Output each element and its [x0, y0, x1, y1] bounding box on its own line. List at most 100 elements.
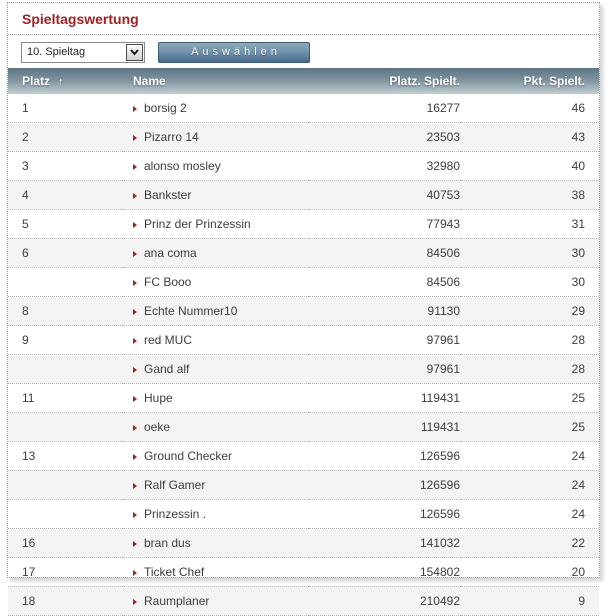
table-row: 13 Ground Checker 126596 24 — [8, 441, 599, 471]
title-separator — [8, 34, 599, 35]
team-name-cell[interactable]: Ground Checker — [123, 441, 309, 471]
team-name-cell[interactable]: Echte Nummer10 — [123, 296, 309, 326]
rank-cell: 18 — [8, 586, 123, 616]
pkt-spielt-cell: 30 — [461, 238, 599, 268]
rank-cell: 16 — [8, 528, 123, 558]
table-row: oeke 119431 25 — [8, 412, 599, 442]
auswaehlen-button[interactable]: Auswählen — [158, 41, 310, 63]
rank-cell: 6 — [8, 238, 123, 268]
table-row: Ralf Gamer 126596 24 — [8, 470, 599, 500]
pkt-spielt-cell: 24 — [461, 441, 599, 471]
bullet-arrow-icon — [133, 106, 137, 112]
table-row: 6 ana coma 84506 30 — [8, 238, 599, 268]
table-row: 1 borsig 2 16277 46 — [8, 94, 599, 123]
table-header: Platz ↑ Name Platz. Spielt. Pkt. Spielt. — [8, 68, 599, 94]
team-name-cell[interactable]: borsig 2 — [123, 94, 309, 123]
platz-spielt-cell: 32980 — [309, 151, 461, 181]
bullet-arrow-icon — [133, 396, 137, 402]
bullet-arrow-icon — [133, 222, 137, 228]
team-name-cell[interactable]: Ticket Chef — [123, 557, 309, 587]
rank-cell: 9 — [8, 325, 123, 355]
platz-spielt-cell: 126596 — [309, 499, 461, 529]
platz-spielt-cell: 126596 — [309, 441, 461, 471]
team-name-cell[interactable]: alonso mosley — [123, 151, 309, 181]
team-name: Prinz der Prinzessin — [144, 217, 251, 231]
bullet-arrow-icon — [133, 309, 137, 315]
bullet-arrow-icon — [133, 338, 137, 344]
header-pkt-spielt: Pkt. Spielt. — [461, 68, 599, 94]
team-name: Pizarro 14 — [144, 130, 199, 144]
bullet-arrow-icon — [133, 425, 137, 431]
bullet-arrow-icon — [133, 541, 137, 547]
team-name: Ticket Chef — [144, 565, 205, 579]
team-name: Raumplaner — [144, 594, 210, 608]
team-name-cell[interactable]: Hupe — [123, 383, 309, 413]
team-name: Gand alf — [144, 362, 190, 376]
rank-cell — [8, 499, 123, 529]
pkt-spielt-cell: 24 — [461, 470, 599, 500]
team-name: oeke — [144, 420, 171, 434]
rank-cell: 17 — [8, 557, 123, 587]
team-name-cell[interactable]: Prinzessin . — [123, 499, 309, 529]
platz-spielt-cell: 84506 — [309, 267, 461, 297]
header-platz-label: Platz — [22, 74, 51, 88]
pkt-spielt-cell: 29 — [461, 296, 599, 326]
pkt-spielt-cell: 38 — [461, 180, 599, 210]
platz-spielt-cell: 141032 — [309, 528, 461, 558]
platz-spielt-cell: 97961 — [309, 354, 461, 384]
rank-cell: 11 — [8, 383, 123, 413]
team-name-cell[interactable]: Pizarro 14 — [123, 122, 309, 152]
table-row: Gand alf 97961 28 — [8, 354, 599, 384]
rank-cell — [8, 354, 123, 384]
team-name-cell[interactable]: ana coma — [123, 238, 309, 268]
team-name-cell[interactable]: FC Booo — [123, 267, 309, 297]
team-name-cell[interactable]: oeke — [123, 412, 309, 442]
platz-spielt-cell: 119431 — [309, 412, 461, 442]
table-row: 16 bran dus 141032 22 — [8, 528, 599, 558]
pkt-spielt-cell: 28 — [461, 325, 599, 355]
pkt-spielt-cell: 9 — [461, 586, 599, 616]
team-name-cell[interactable]: bran dus — [123, 528, 309, 558]
matchday-select-value: 10. Spieltag — [27, 46, 86, 58]
team-name: Ground Checker — [144, 449, 233, 463]
pkt-spielt-cell: 31 — [461, 209, 599, 239]
page-title: Spieltagswertung — [22, 11, 139, 27]
pkt-spielt-cell: 25 — [461, 383, 599, 413]
sort-asc-icon[interactable]: ↑ — [58, 76, 64, 88]
team-name-cell[interactable]: Prinz der Prinzessin — [123, 209, 309, 239]
rank-cell: 2 — [8, 122, 123, 152]
rank-cell — [8, 267, 123, 297]
rank-cell: 5 — [8, 209, 123, 239]
rank-cell: 13 — [8, 441, 123, 471]
team-name-cell[interactable]: Bankster — [123, 180, 309, 210]
bullet-arrow-icon — [133, 251, 137, 257]
platz-spielt-cell: 84506 — [309, 238, 461, 268]
table-row: 3 alonso mosley 32980 40 — [8, 151, 599, 181]
rank-cell: 3 — [8, 151, 123, 181]
team-name: FC Booo — [144, 275, 192, 289]
team-name-cell[interactable]: red MUC — [123, 325, 309, 355]
team-name: Prinzessin . — [144, 507, 207, 521]
chevron-down-icon[interactable] — [126, 43, 143, 61]
table-row: 18 Raumplaner 210492 9 — [8, 586, 599, 616]
platz-spielt-cell: 97961 — [309, 325, 461, 355]
team-name: alonso mosley — [144, 159, 221, 173]
team-name-cell[interactable]: Gand alf — [123, 354, 309, 384]
header-platz[interactable]: Platz ↑ — [8, 68, 123, 94]
team-name-cell[interactable]: Raumplaner — [123, 586, 309, 616]
matchday-select[interactable]: 10. Spieltag — [21, 41, 145, 63]
pkt-spielt-cell: 20 — [461, 557, 599, 587]
pkt-spielt-cell: 46 — [461, 94, 599, 123]
table-row: 5 Prinz der Prinzessin 77943 31 — [8, 209, 599, 239]
table-row: 8 Echte Nummer10 91130 29 — [8, 296, 599, 326]
bullet-arrow-icon — [133, 599, 137, 605]
table-row: 2 Pizarro 14 23503 43 — [8, 122, 599, 152]
pkt-spielt-cell: 22 — [461, 528, 599, 558]
table-body: 1 borsig 2 16277 46 2 Pizarro 14 23503 43 3 alons… — [8, 94, 599, 616]
ranking-table: Platz ↑ Name Platz. Spielt. Pkt. Spielt. … — [8, 68, 599, 616]
platz-spielt-cell: 23503 — [309, 122, 461, 152]
table-row: 11 Hupe 119431 25 — [8, 383, 599, 413]
pkt-spielt-cell: 30 — [461, 267, 599, 297]
team-name-cell[interactable]: Ralf Gamer — [123, 470, 309, 500]
bullet-arrow-icon — [133, 135, 137, 141]
